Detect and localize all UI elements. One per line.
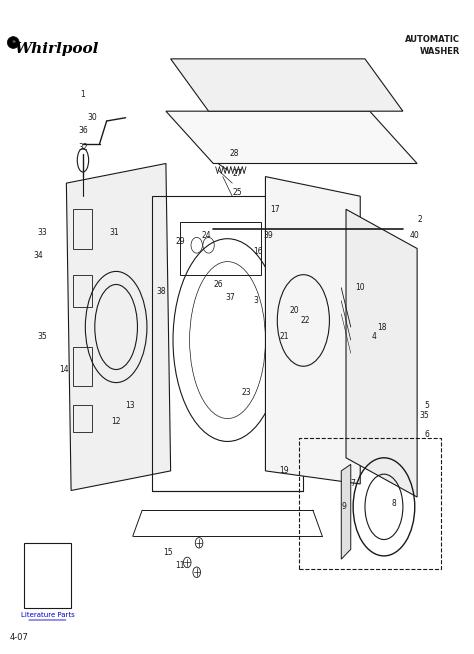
Text: 23: 23 <box>242 388 251 397</box>
Bar <box>73 405 92 432</box>
Text: 29: 29 <box>175 237 185 247</box>
Text: 34: 34 <box>33 250 43 260</box>
Bar <box>73 209 92 249</box>
Bar <box>24 543 71 608</box>
Bar <box>73 275 92 307</box>
Text: 37: 37 <box>225 293 235 302</box>
Text: Literature Parts: Literature Parts <box>20 611 74 618</box>
Ellipse shape <box>8 37 19 48</box>
Text: ®: ® <box>11 41 15 44</box>
Polygon shape <box>66 164 171 490</box>
Text: 25: 25 <box>232 188 242 198</box>
Text: 26: 26 <box>213 280 223 289</box>
Text: 20: 20 <box>289 306 299 315</box>
Text: Whirlpool: Whirlpool <box>14 42 99 56</box>
Text: 12: 12 <box>111 417 121 426</box>
Text: 9: 9 <box>341 502 346 511</box>
Text: 32: 32 <box>78 143 88 152</box>
Text: 4: 4 <box>372 332 377 341</box>
Bar <box>152 196 303 490</box>
Polygon shape <box>171 59 403 111</box>
Text: 7: 7 <box>351 479 356 489</box>
Polygon shape <box>166 111 417 164</box>
Text: 39: 39 <box>263 231 273 240</box>
Text: 13: 13 <box>126 401 135 410</box>
Bar <box>73 347 92 386</box>
Text: 40: 40 <box>410 231 419 240</box>
Text: 1: 1 <box>81 90 85 99</box>
Polygon shape <box>341 464 351 559</box>
Text: AUTOMATIC
WASHER: AUTOMATIC WASHER <box>405 35 460 56</box>
Text: 24: 24 <box>201 231 211 240</box>
Text: 11: 11 <box>175 561 185 570</box>
Text: 3: 3 <box>254 296 258 305</box>
Text: 15: 15 <box>164 548 173 557</box>
Text: 16: 16 <box>254 247 263 256</box>
Text: 10: 10 <box>356 283 365 292</box>
Text: 28: 28 <box>230 149 239 158</box>
Text: 6: 6 <box>424 430 429 439</box>
Text: 27: 27 <box>232 169 242 178</box>
Polygon shape <box>265 177 360 484</box>
Text: 2: 2 <box>417 215 422 224</box>
Text: 36: 36 <box>78 126 88 135</box>
Text: 35: 35 <box>419 411 429 420</box>
Text: 18: 18 <box>377 322 386 332</box>
Text: 17: 17 <box>270 205 280 214</box>
Polygon shape <box>346 209 417 497</box>
Text: 14: 14 <box>59 365 69 374</box>
Text: 38: 38 <box>156 286 166 296</box>
Text: 21: 21 <box>280 332 289 341</box>
Text: 22: 22 <box>301 316 310 325</box>
Text: 33: 33 <box>38 228 47 237</box>
Bar <box>180 222 261 275</box>
Text: 4-07: 4-07 <box>9 633 28 642</box>
Text: 31: 31 <box>109 228 118 237</box>
Text: 19: 19 <box>280 466 289 475</box>
Text: 35: 35 <box>38 332 47 341</box>
Text: 5: 5 <box>424 401 429 410</box>
Bar <box>299 438 441 569</box>
Text: 8: 8 <box>391 499 396 508</box>
Text: 30: 30 <box>88 113 97 122</box>
